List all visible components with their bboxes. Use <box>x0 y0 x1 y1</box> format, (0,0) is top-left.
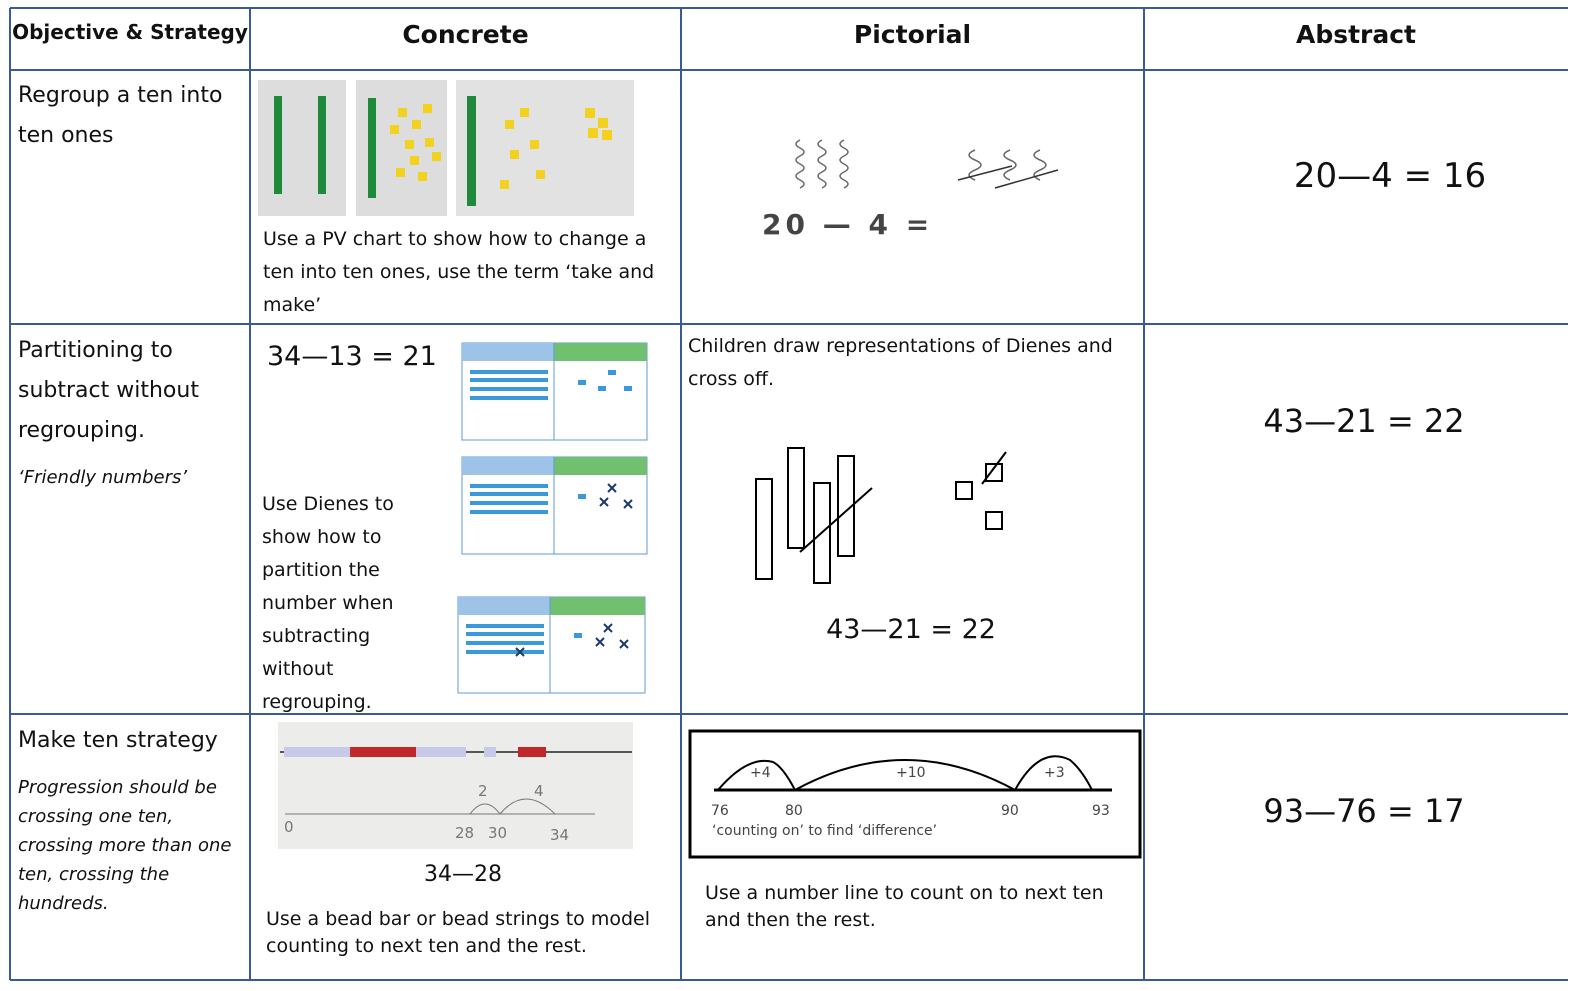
objective: Partitioning to subtract without regroup… <box>18 338 199 443</box>
caption: Use a PV chart to show how to change a t… <box>263 228 655 316</box>
image-label: 0 <box>284 818 294 836</box>
image-label: 28 <box>455 824 474 842</box>
header: Concrete <box>402 20 529 49</box>
number-line-labels: +4 +10 +3 76 80 90 93 ‘counting on’ to f… <box>711 765 1110 839</box>
caption: Children draw representations of Dienes … <box>688 335 1113 390</box>
header: Abstract <box>1295 20 1417 49</box>
jump-label: +3 <box>1044 765 1065 781</box>
spirals <box>795 139 1059 189</box>
image-label: 2 <box>478 782 488 800</box>
caption: Use a bead bar or bead strings to model … <box>266 908 650 957</box>
header: Objective & Strategy <box>12 20 248 44</box>
objective: Regroup a ten into ten ones <box>18 83 223 148</box>
number-label: 80 <box>785 803 803 819</box>
caption: Use Dienes to show how to partition the … <box>262 493 394 713</box>
bead-photo <box>278 722 633 849</box>
number-line <box>688 729 1142 859</box>
note: ‘Friendly numbers’ <box>18 467 188 488</box>
jump-label: +10 <box>896 765 926 781</box>
equation: 43—21 = 22 <box>826 614 996 645</box>
equation: 34—28 <box>424 862 502 887</box>
image-label: 30 <box>488 824 507 842</box>
note: Progression should be crossing one ten, … <box>18 777 232 914</box>
objective: Make ten strategy <box>18 728 218 753</box>
number-label: 76 <box>711 803 729 819</box>
jump-label: +4 <box>750 765 771 781</box>
header: Pictorial <box>853 20 972 49</box>
caption: Use a number line to count on to next te… <box>705 882 1104 931</box>
abstract: 20—4 = 16 <box>1293 156 1487 196</box>
equation: 20 — 4 = <box>762 208 933 241</box>
abstract: 93—76 = 17 <box>1263 792 1465 830</box>
dienes-drawing <box>755 447 1007 584</box>
image-label: 34 <box>550 826 569 844</box>
number-line-note: ‘counting on’ to find ‘difference’ <box>712 823 937 839</box>
equation: 34—13 = 21 <box>267 341 437 372</box>
pv-charts <box>457 342 648 694</box>
number-label: 93 <box>1092 803 1110 819</box>
grid <box>9 7 1568 981</box>
number-label: 90 <box>1001 803 1019 819</box>
dienes-photos <box>258 80 634 216</box>
image-label: 4 <box>534 782 544 800</box>
bead-labels: 0 2 4 28 30 34 <box>284 782 569 844</box>
abstract: 43—21 = 22 <box>1263 402 1465 440</box>
